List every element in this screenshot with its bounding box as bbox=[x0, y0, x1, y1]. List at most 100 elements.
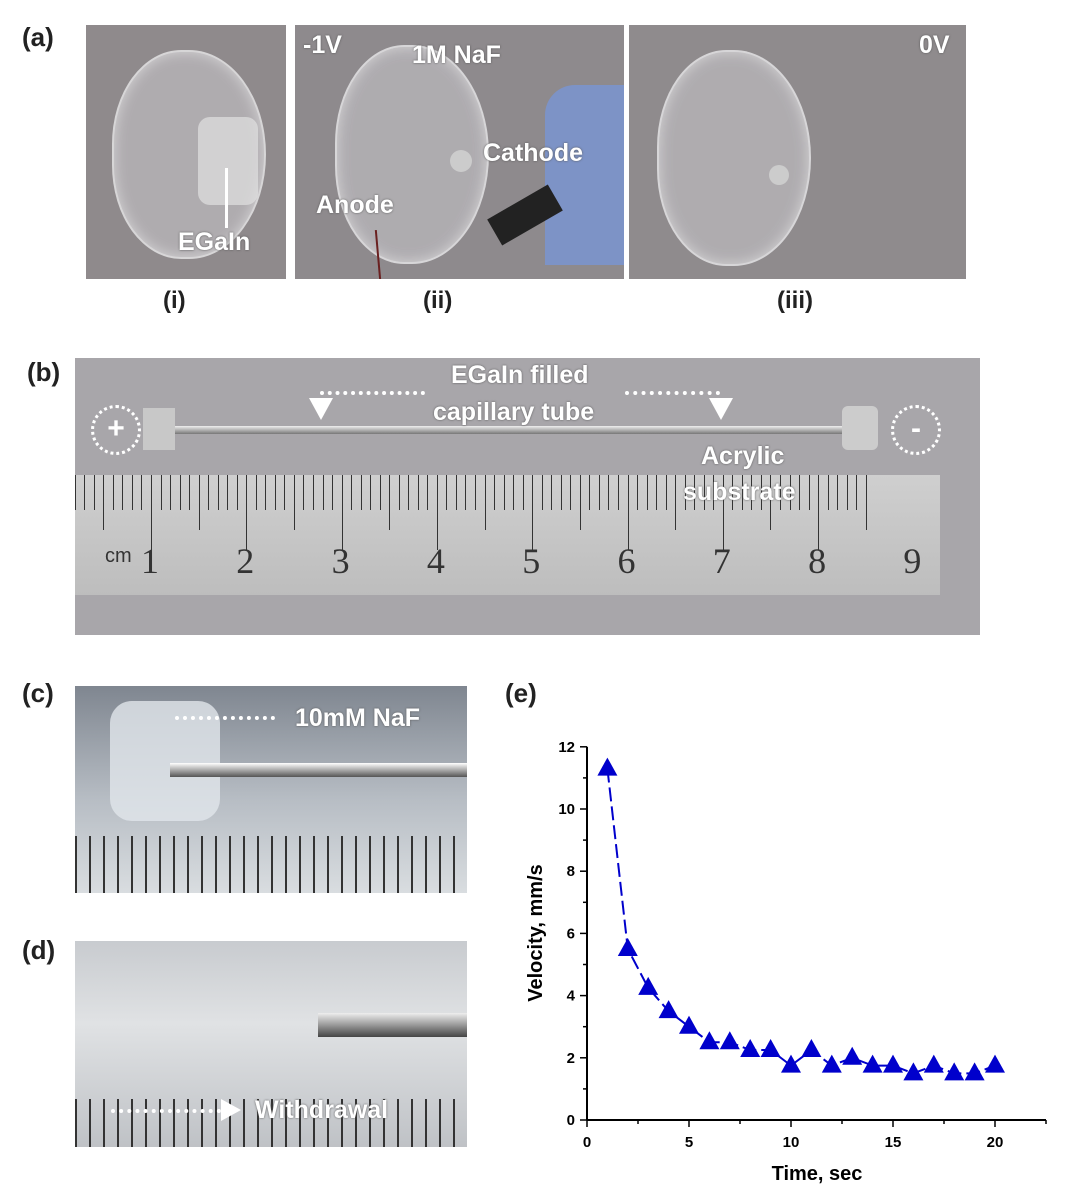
data-point bbox=[903, 1062, 924, 1081]
ruler-tick bbox=[265, 475, 267, 510]
sub-label-i: (i) bbox=[163, 287, 186, 314]
ruler-tick bbox=[789, 475, 791, 510]
x-tick-label: 20 bbox=[987, 1134, 1004, 1151]
ruler-tick bbox=[808, 475, 810, 510]
ruler: cm 1 2 3 4 5 6 7 8 9 bbox=[75, 475, 940, 595]
egain-label: EGaIn bbox=[178, 228, 251, 256]
panel-b-label: (b) bbox=[27, 357, 61, 387]
ruler-tick bbox=[408, 475, 410, 510]
cathode-label: Cathode bbox=[483, 139, 583, 167]
ruler-tick bbox=[522, 475, 524, 510]
data-point bbox=[964, 1062, 985, 1081]
ruler-tick bbox=[865, 475, 867, 530]
connector bbox=[842, 406, 878, 450]
data-point bbox=[821, 1054, 842, 1073]
ruler-tick bbox=[141, 475, 143, 510]
photo-a-ii: -1V 1M NaF Cathode Anode bbox=[295, 25, 624, 279]
ruler-tick bbox=[579, 475, 581, 530]
ruler-tick bbox=[122, 475, 124, 510]
y-tick-label: 12 bbox=[558, 739, 575, 756]
acrylic-label: Acrylic bbox=[701, 442, 785, 470]
ruler-number: 3 bbox=[331, 541, 350, 581]
photo-c: 10mM NaF bbox=[75, 686, 467, 893]
ruler-tick bbox=[360, 475, 362, 510]
tube-label-2: capillary tube bbox=[433, 398, 595, 426]
ruler-number: 4 bbox=[426, 541, 445, 581]
data-point bbox=[740, 1039, 761, 1058]
substrate-label: substrate bbox=[683, 478, 796, 506]
tube-label-1: EGaIn filled bbox=[451, 361, 589, 389]
ruler-tick bbox=[799, 475, 801, 510]
ruler-tick bbox=[713, 475, 715, 510]
ruler-tick bbox=[475, 475, 477, 510]
ruler-tick bbox=[598, 475, 600, 510]
ruler-number: 7 bbox=[712, 541, 731, 581]
ruler-tick bbox=[637, 475, 639, 510]
ruler-tick bbox=[560, 475, 562, 510]
ruler-tick bbox=[274, 475, 276, 510]
ruler-tick bbox=[379, 475, 381, 510]
ruler-tick bbox=[722, 475, 724, 550]
dotted-line bbox=[625, 391, 720, 395]
arrow-down-icon bbox=[309, 398, 333, 420]
droplet bbox=[335, 45, 489, 264]
ruler-tick bbox=[313, 475, 314, 510]
series-line bbox=[606, 768, 996, 1075]
ruler-tick bbox=[694, 475, 696, 510]
ruler-tick bbox=[189, 475, 191, 510]
ruler-tick bbox=[541, 475, 543, 510]
arrow-icon bbox=[225, 168, 228, 228]
plus-terminal-icon: + bbox=[91, 405, 141, 455]
glove bbox=[545, 85, 624, 265]
droplet bbox=[110, 701, 220, 821]
y-tick-label: 4 bbox=[567, 988, 576, 1005]
x-tick-label: 15 bbox=[885, 1134, 902, 1151]
ruler-tick bbox=[417, 475, 419, 510]
data-point bbox=[617, 937, 638, 956]
ruler-tick bbox=[389, 475, 391, 530]
ruler-tick bbox=[427, 475, 429, 510]
ruler-tick bbox=[741, 475, 743, 510]
data-point bbox=[944, 1062, 965, 1081]
ruler-tick bbox=[837, 475, 839, 510]
x-tick-label: 0 bbox=[583, 1134, 591, 1151]
arrow-down-icon bbox=[709, 398, 733, 420]
ruler-unit: cm bbox=[105, 545, 132, 567]
ruler-tick bbox=[170, 475, 172, 510]
ruler-tick bbox=[351, 475, 353, 510]
panel-e-label: (e) bbox=[505, 678, 537, 708]
ruler-tick bbox=[455, 475, 457, 510]
ruler-tick bbox=[665, 475, 667, 510]
ruler-tick bbox=[617, 475, 619, 510]
dotted-line bbox=[175, 716, 275, 720]
dotted-line bbox=[320, 391, 425, 395]
ruler-tick bbox=[551, 475, 553, 510]
ruler-tick bbox=[398, 475, 400, 510]
x-axis-label: Time, sec bbox=[772, 1163, 863, 1185]
ruler-tick bbox=[84, 475, 86, 510]
droplet bbox=[657, 50, 811, 266]
ruler-tick bbox=[75, 475, 76, 510]
withdrawal-label: Withdrawal bbox=[255, 1096, 389, 1124]
ruler-tick bbox=[570, 475, 572, 510]
ruler-number: 9 bbox=[903, 541, 922, 581]
ruler-tick bbox=[151, 475, 152, 550]
ruler-tick bbox=[293, 475, 295, 530]
anode-label: Anode bbox=[316, 191, 394, 219]
ruler-tick bbox=[608, 475, 610, 510]
data-point bbox=[781, 1054, 801, 1073]
ruler-tick bbox=[484, 475, 486, 530]
ruler-tick bbox=[589, 475, 591, 510]
ruler-tick bbox=[856, 475, 858, 510]
y-axis-label: Velocity, mm/s bbox=[525, 864, 547, 1001]
ruler-tick bbox=[446, 475, 448, 510]
data-point bbox=[923, 1054, 944, 1073]
photo-b: cm 1 2 3 4 5 6 7 8 9 + - EGaIn filled capillary … bbox=[75, 358, 980, 635]
ruler bbox=[75, 836, 467, 893]
ruler-tick bbox=[112, 475, 114, 510]
data-point bbox=[719, 1031, 740, 1050]
naf-label: 1M NaF bbox=[412, 41, 501, 69]
sub-label-iii: (iii) bbox=[777, 287, 813, 314]
